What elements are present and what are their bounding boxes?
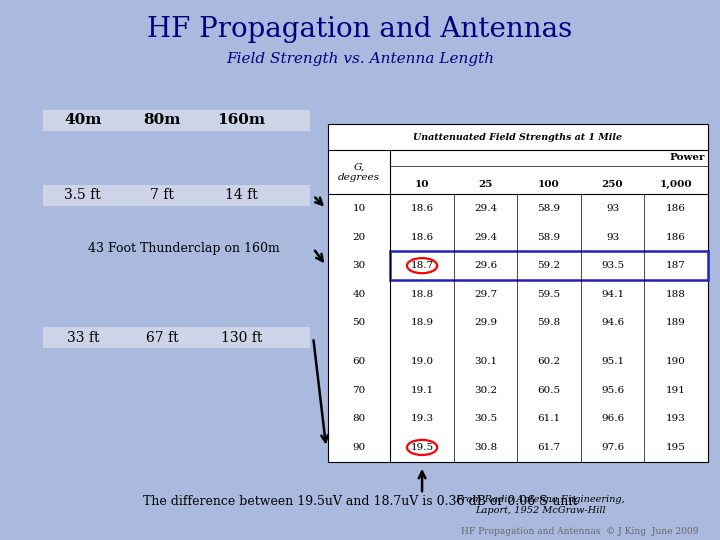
Text: 60: 60	[352, 357, 366, 367]
Text: 186: 186	[666, 204, 686, 213]
Text: 59.8: 59.8	[538, 318, 561, 327]
Text: 250: 250	[602, 180, 624, 189]
Text: 100: 100	[538, 180, 560, 189]
Text: 30.1: 30.1	[474, 357, 497, 367]
Text: 20: 20	[352, 233, 366, 242]
Text: 94.1: 94.1	[601, 289, 624, 299]
Text: 18.9: 18.9	[410, 318, 433, 327]
Text: HF Propagation and Antennas: HF Propagation and Antennas	[148, 16, 572, 43]
Text: 59.2: 59.2	[538, 261, 561, 270]
Text: 95.6: 95.6	[601, 386, 624, 395]
Text: 7 ft: 7 ft	[150, 188, 174, 202]
Text: 186: 186	[666, 233, 686, 242]
Text: 18.6: 18.6	[410, 233, 433, 242]
Text: 60.5: 60.5	[538, 386, 561, 395]
Text: 18.6: 18.6	[410, 204, 433, 213]
Text: 30.2: 30.2	[474, 386, 497, 395]
Text: 30: 30	[352, 261, 366, 270]
Text: 188: 188	[666, 289, 686, 299]
Text: 61.1: 61.1	[538, 415, 561, 423]
Text: 1,000: 1,000	[660, 180, 693, 189]
Text: 50: 50	[352, 318, 366, 327]
Text: 93: 93	[606, 233, 619, 242]
Text: HF Propagation and Antennas  © J King  June 2009: HF Propagation and Antennas © J King Jun…	[461, 526, 698, 536]
Text: 190: 190	[666, 357, 686, 367]
Text: 191: 191	[666, 386, 686, 395]
Text: 29.6: 29.6	[474, 261, 497, 270]
Text: 58.9: 58.9	[538, 233, 561, 242]
Text: 94.6: 94.6	[601, 318, 624, 327]
Text: 19.1: 19.1	[410, 386, 433, 395]
Text: 40m: 40m	[64, 113, 102, 127]
Text: 193: 193	[666, 415, 686, 423]
Text: 96.6: 96.6	[601, 415, 624, 423]
Text: 29.4: 29.4	[474, 233, 497, 242]
Text: 40: 40	[352, 289, 366, 299]
Text: 19.5: 19.5	[410, 443, 433, 452]
Text: G,
degrees: G, degrees	[338, 163, 380, 182]
Text: 93.5: 93.5	[601, 261, 624, 270]
Text: 29.7: 29.7	[474, 289, 497, 299]
Text: 19.3: 19.3	[410, 415, 433, 423]
Text: 30.8: 30.8	[474, 443, 497, 452]
Text: 3.5 ft: 3.5 ft	[64, 188, 102, 202]
Text: Unattenuated Field Strengths at 1 Mile: Unattenuated Field Strengths at 1 Mile	[413, 133, 622, 141]
Text: 30.5: 30.5	[474, 415, 497, 423]
FancyBboxPatch shape	[43, 327, 310, 348]
Text: 18.7: 18.7	[410, 261, 433, 270]
Text: 70: 70	[352, 386, 366, 395]
FancyBboxPatch shape	[43, 110, 310, 131]
FancyBboxPatch shape	[43, 185, 310, 206]
Text: 29.9: 29.9	[474, 318, 497, 327]
Text: 187: 187	[666, 261, 686, 270]
Text: 67 ft: 67 ft	[145, 330, 179, 345]
Text: 61.7: 61.7	[538, 443, 561, 452]
Text: 80m: 80m	[143, 113, 181, 127]
Text: 10: 10	[415, 180, 429, 189]
Text: 93: 93	[606, 204, 619, 213]
Text: 25: 25	[478, 180, 492, 189]
Text: 14 ft: 14 ft	[225, 188, 258, 202]
Text: Field Strength vs. Antenna Length: Field Strength vs. Antenna Length	[226, 52, 494, 66]
Text: 33 ft: 33 ft	[66, 330, 99, 345]
Text: Power: Power	[670, 153, 705, 163]
Text: From Radio Antenna Engineering,
Laport, 1952 McGraw-Hill: From Radio Antenna Engineering, Laport, …	[455, 495, 625, 515]
Text: 18.8: 18.8	[410, 289, 433, 299]
Text: 58.9: 58.9	[538, 204, 561, 213]
Text: 29.4: 29.4	[474, 204, 497, 213]
Text: 90: 90	[352, 443, 366, 452]
Text: 10: 10	[352, 204, 366, 213]
Text: 59.5: 59.5	[538, 289, 561, 299]
Text: 95.1: 95.1	[601, 357, 624, 367]
Text: 189: 189	[666, 318, 686, 327]
Text: The difference between 19.5uV and 18.7uV is 0.36 dB or 0.06 S-unit: The difference between 19.5uV and 18.7uV…	[143, 495, 577, 508]
FancyBboxPatch shape	[328, 124, 708, 462]
Text: 43 Foot Thunderclap on 160m: 43 Foot Thunderclap on 160m	[88, 242, 279, 255]
Text: 19.0: 19.0	[410, 357, 433, 367]
Text: 97.6: 97.6	[601, 443, 624, 452]
Text: 80: 80	[352, 415, 366, 423]
Text: 195: 195	[666, 443, 686, 452]
Text: 60.2: 60.2	[538, 357, 561, 367]
Text: 130 ft: 130 ft	[220, 330, 262, 345]
Text: 160m: 160m	[217, 113, 265, 127]
